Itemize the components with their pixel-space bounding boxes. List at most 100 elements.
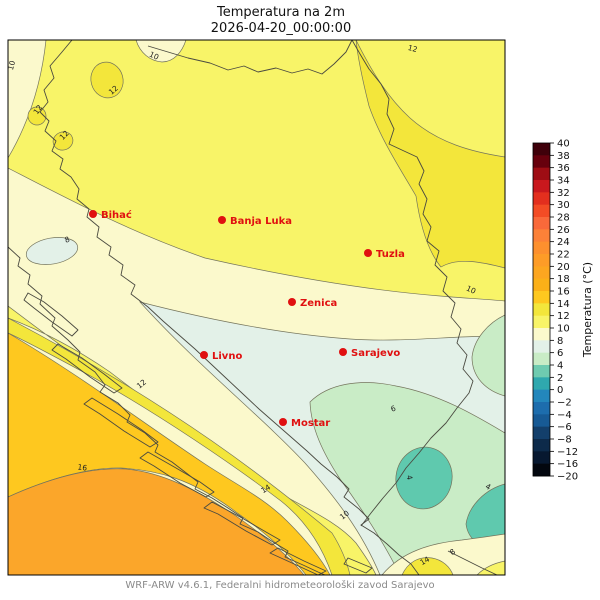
city-dot xyxy=(339,348,347,356)
colorbar-segment xyxy=(533,278,550,292)
city-marker: Banja Luka xyxy=(218,216,292,227)
colorbar-tick-label: 28 xyxy=(557,213,570,224)
colorbar-tick-label: 34 xyxy=(557,176,570,187)
colorbar-axis-label: Temperatura (°C) xyxy=(581,262,594,358)
colorbar-tick-label: 0 xyxy=(557,385,563,396)
title-line1: Temperatura na 2m xyxy=(216,5,345,20)
colorbar-segment xyxy=(533,180,550,193)
colorbar-segment xyxy=(533,291,550,304)
island-outline xyxy=(23,292,79,337)
title-line2: 2026-04-20_00:00:00 xyxy=(210,21,352,36)
temp-band-12-14-northeast-band xyxy=(355,40,505,269)
island-outline xyxy=(51,343,123,394)
colorbar-segment xyxy=(533,167,550,181)
colorbar-segment xyxy=(533,439,550,452)
island-outline xyxy=(343,557,373,574)
colorbar-tick-label: 20 xyxy=(557,262,570,273)
city-dot xyxy=(288,298,296,306)
colorbar-tick-label: 36 xyxy=(557,163,570,174)
colorbar-tick-label: 24 xyxy=(557,237,570,248)
contour-value-label: 10 xyxy=(6,59,17,71)
city-label: Zenica xyxy=(300,298,337,309)
colorbar-segment xyxy=(533,192,550,206)
contour-value-label: 8 xyxy=(63,235,71,245)
temp-band-12-14-corner-se xyxy=(401,557,454,575)
colorbar-tick-label: −4 xyxy=(557,410,572,421)
colorbar-tick-label: −16 xyxy=(557,459,578,470)
border-bih-east-drina xyxy=(351,40,474,527)
temp-band-12-14-blob-a xyxy=(90,61,124,99)
colorbar-segment xyxy=(533,426,550,440)
colorbar-segment xyxy=(533,143,550,156)
colorbar-segment xyxy=(533,155,550,169)
temp-band-4-6-east-edge xyxy=(471,314,505,397)
temp-band-12-14-blob-c xyxy=(52,131,74,151)
colorbar-segment xyxy=(533,315,550,329)
island-outline xyxy=(269,547,327,575)
colorbar-tick-label: 38 xyxy=(557,151,570,162)
colorbar-tick-label: 6 xyxy=(557,348,563,359)
city-label: Sarajevo xyxy=(351,348,400,359)
colorbar-segment xyxy=(533,217,550,230)
colorbar-tick-label: 4 xyxy=(557,361,563,372)
map-plot-frame xyxy=(7,39,506,576)
colorbar-tick-label: −12 xyxy=(557,447,578,458)
border-bih-west xyxy=(39,40,420,575)
colorbar-tick-label: −20 xyxy=(557,472,578,483)
city-label: Tuzla xyxy=(376,249,405,260)
colorbar-segment xyxy=(533,402,550,415)
city-marker-group: Bihać Banja Luka Tuzla Zenica Sarajevo Livno M… xyxy=(89,209,405,429)
contour-value-label: 16 xyxy=(77,462,88,472)
island-outline xyxy=(83,397,159,448)
city-label: Bihać xyxy=(101,209,132,221)
colorbar-segment xyxy=(533,241,550,255)
colorbar-tick-label: 22 xyxy=(557,250,570,261)
city-marker: Tuzla xyxy=(364,249,405,260)
contour-value-label: 10 xyxy=(148,50,161,62)
colorbar-tick-label: 40 xyxy=(557,139,570,150)
city-dot xyxy=(279,418,287,426)
colorbar-tick-label: 10 xyxy=(557,324,570,335)
colorbar-segment xyxy=(533,414,550,428)
city-marker: Sarajevo xyxy=(339,348,400,359)
colorbar-segment xyxy=(533,204,550,218)
contour-value-label: 10 xyxy=(465,284,478,296)
colorbar-segment xyxy=(533,266,550,280)
contour-value-label: 14 xyxy=(418,554,431,567)
colorbar-segment xyxy=(533,303,550,317)
temp-band-2-4-core-a xyxy=(395,446,453,510)
colorbar-tick-label: 2 xyxy=(557,373,563,384)
figure-title: Temperatura na 2m 2026-04-20_00:00:00 xyxy=(211,5,351,37)
colorbar-segment xyxy=(533,365,550,378)
contour-value-label: 8 xyxy=(448,547,457,557)
city-dot xyxy=(200,351,208,359)
city-dot xyxy=(218,216,226,224)
coastline-adriatic xyxy=(8,246,326,575)
colorbar-segment xyxy=(533,389,550,403)
contour-value-label: 12 xyxy=(407,43,419,54)
temp-band-6-8-pocket-west xyxy=(25,237,79,265)
colorbar-segment xyxy=(533,254,550,267)
colorbar-segment xyxy=(533,229,550,243)
colorbar-segment xyxy=(533,328,550,341)
colorbar-segment xyxy=(533,451,550,465)
temp-band-8-10-topleft xyxy=(8,40,47,159)
contour-value-label: 14 xyxy=(259,482,272,495)
contour-value-label: 4 xyxy=(484,482,493,492)
colorbar-segment xyxy=(533,340,550,354)
city-dot xyxy=(89,210,97,218)
temp-band-12-14-coastal xyxy=(8,317,351,575)
city-marker: Mostar xyxy=(279,418,330,429)
colorbar-outline xyxy=(532,142,551,477)
colorbar-segment xyxy=(533,377,550,391)
colorbar-tick-label: −8 xyxy=(557,435,572,446)
city-marker: Bihać xyxy=(89,209,132,221)
colorbar-tick-label: 32 xyxy=(557,188,570,199)
footer-credit: WRF-ARW v4.6.1, Federalni hidrometeorolo… xyxy=(125,580,435,591)
colorbar-tick-label: 14 xyxy=(557,299,570,310)
city-dot xyxy=(364,249,372,257)
contour-value-label: 4 xyxy=(405,474,415,481)
city-label: Banja Luka xyxy=(230,216,292,227)
colorbar-tick-label: 12 xyxy=(557,311,570,322)
